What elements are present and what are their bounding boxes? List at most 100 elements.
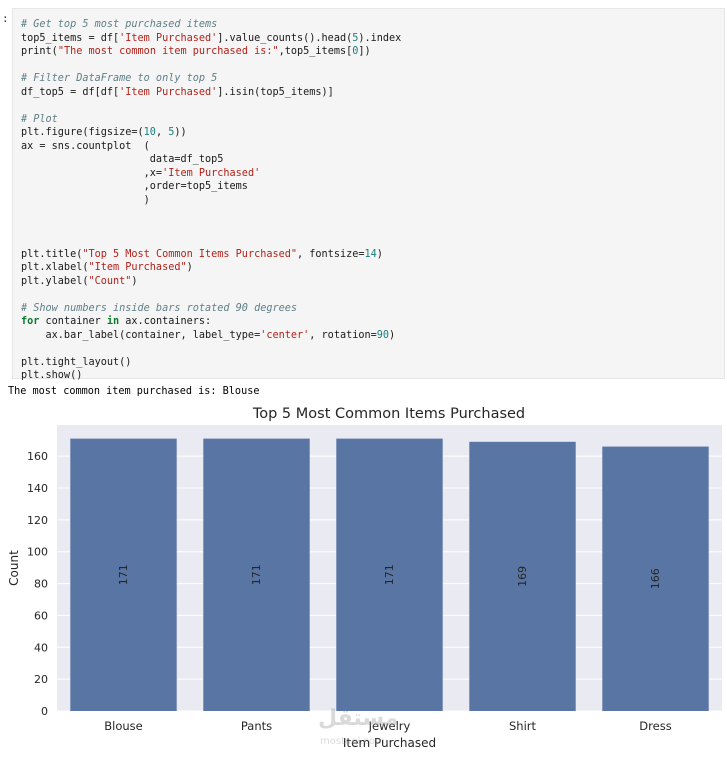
code-token: "Item Purchased" [88, 262, 187, 273]
code-token: ) [186, 262, 193, 273]
code-token: ]) [358, 46, 371, 57]
y-tick-label: 0 [41, 705, 48, 718]
x-tick-label: Pants [241, 719, 272, 733]
code-line: ax.bar_label(container, label_type='cent… [21, 329, 401, 343]
code-token: , [155, 127, 169, 138]
code-line: plt.figure(figsize=(10, 5)) [21, 126, 401, 140]
code-token: top5_items = df[ [21, 32, 120, 44]
code-line: # Get top 5 most purchased items [21, 18, 401, 32]
watermark-url: mostaql.com [320, 736, 385, 747]
bars: 171 171 171 169 166 [70, 438, 709, 711]
chart-title: Top 5 Most Common Items Purchased [252, 406, 525, 422]
code-token: "The most common item purchased is:" [57, 46, 279, 57]
code-token: ) [21, 194, 150, 206]
code-token: ax = sns.countplot ( [21, 140, 150, 152]
bar-pants [203, 438, 310, 711]
code-line: data=df_top5 [21, 153, 401, 167]
code-line: ,order=top5_items [21, 180, 401, 194]
code-token: 90 [376, 329, 390, 341]
code-line: plt.title("Top 5 Most Common Items Purch… [21, 248, 401, 262]
code-line: # Plot [21, 113, 401, 127]
code-token: "Count" [88, 275, 132, 287]
code-token: container [39, 316, 107, 327]
code-token: ].isin(top5_items)] [217, 86, 334, 98]
code-token: ax.bar_label(container, label_type= [21, 329, 261, 341]
code-cell[interactable]: # Get top 5 most purchased items top5_ite… [12, 8, 725, 381]
code-token: ).index [358, 32, 402, 44]
code-token: 'center' [260, 329, 310, 341]
code-token: , fontsize= [297, 248, 365, 260]
cell-output: The most common item purchased is: Blous… [8, 386, 260, 397]
code-line: ,x='Item Purchased' [21, 167, 401, 181]
code-line: plt.ylabel("Count") [21, 275, 401, 289]
y-tick-label: 40 [34, 641, 48, 654]
code-token: ,order=top5_items [21, 181, 248, 192]
bar-value-label: 171 [250, 564, 263, 585]
bar-value-label: 171 [117, 564, 130, 585]
y-tick-label: 120 [27, 514, 48, 527]
x-tick-label: Dress [639, 719, 671, 733]
y-tick-label: 160 [27, 450, 48, 463]
code-token: # Filter DataFrame to only top 5 [21, 73, 218, 84]
code-token: ,top5_items[ [278, 46, 353, 57]
code-token: 'Item Purchased' [162, 167, 261, 179]
code-line: ) [21, 194, 401, 208]
code-line [21, 234, 401, 248]
code-line: top5_items = df['Item Purchased'].value_… [21, 32, 401, 46]
code-token: 'Item Purchased' [119, 86, 218, 98]
code-line: ax = sns.countplot ( [21, 140, 401, 154]
code-line: for container in ax.containers: [21, 315, 401, 329]
code-line: plt.xlabel("Item Purchased") [21, 261, 401, 275]
x-axis-label: Item Purchased [343, 736, 436, 750]
cell-prompt: : [2, 12, 9, 25]
code-token: ].value_counts().head( [217, 32, 353, 44]
code-line [21, 59, 401, 73]
code-token: ) [376, 248, 383, 260]
code-line: # Filter DataFrame to only top 5 [21, 72, 401, 86]
code-token: ax.containers: [119, 316, 212, 327]
y-tick-label: 80 [34, 578, 48, 591]
code-line [21, 99, 401, 113]
code-line: df_top5 = df[df['Item Purchased'].isin(t… [21, 86, 401, 100]
code-token: plt.xlabel( [21, 262, 89, 273]
code-line: # Show numbers inside bars rotated 90 de… [21, 302, 401, 316]
bar-value-label: 166 [649, 568, 662, 589]
code-line [21, 221, 401, 235]
y-tick-label: 100 [27, 546, 48, 559]
code-token: plt.title( [21, 248, 83, 260]
code-token: 10 [143, 127, 156, 138]
code-line: plt.tight_layout() [21, 356, 401, 370]
code-token: ,x= [21, 167, 163, 179]
code-block[interactable]: # Get top 5 most purchased items top5_ite… [21, 18, 401, 383]
code-token: # Show numbers inside bars rotated 90 de… [21, 302, 298, 314]
code-line: plt.show() [21, 369, 401, 383]
code-token: 5 [352, 32, 359, 44]
code-token: 14 [364, 248, 377, 260]
code-line [21, 207, 401, 221]
code-token: print( [21, 46, 58, 57]
code-token: plt.figure(figsize=( [21, 127, 144, 138]
code-token: plt.ylabel( [21, 275, 89, 287]
code-token: 5 [168, 127, 175, 138]
code-token: ) [131, 275, 138, 287]
bar-dress [602, 446, 709, 711]
code-token: in [106, 316, 120, 327]
code-token: data=df_top5 [21, 154, 224, 165]
code-token: "Top 5 Most Common Items Purchased" [82, 248, 298, 260]
code-token: )) [174, 127, 187, 138]
y-tick-label: 140 [27, 482, 48, 495]
code-token: plt.show() [21, 370, 83, 381]
code-token: 0 [352, 46, 359, 57]
code-token: plt.tight_layout() [21, 356, 132, 368]
code-token: # Plot [21, 113, 58, 125]
code-line [21, 342, 401, 356]
code-token: ) [389, 329, 396, 341]
code-line: print("The most common item purchased is… [21, 45, 401, 59]
code-line [21, 288, 401, 302]
watermark-logo: مستقل [318, 706, 399, 731]
x-tick-label: Blouse [104, 719, 142, 733]
y-axis-label: Count [7, 550, 21, 586]
code-token: for [21, 316, 40, 327]
bar-value-label: 169 [516, 566, 529, 587]
y-tick-label: 20 [34, 673, 48, 686]
